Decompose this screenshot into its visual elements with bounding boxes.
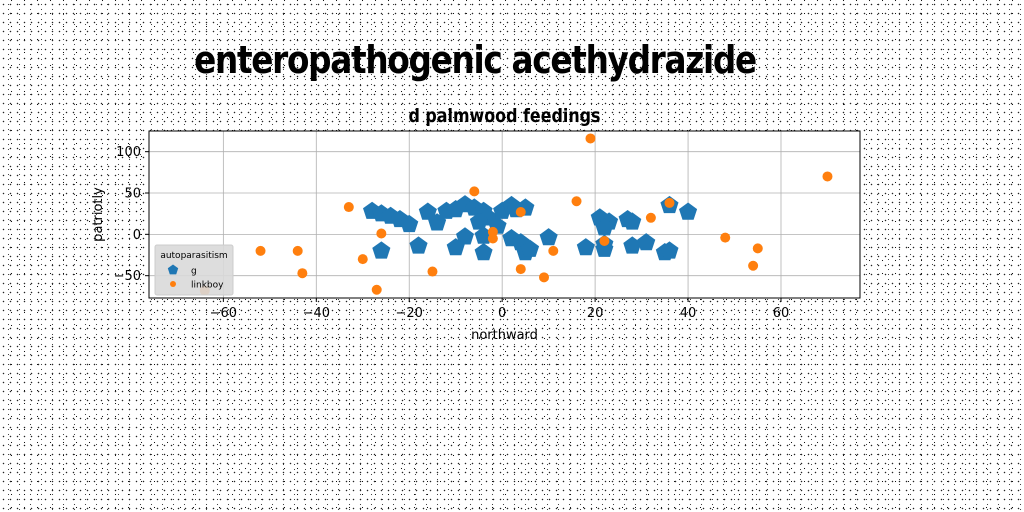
y-axis-label: patriotly [91,187,106,242]
y-tick-label: 0 [133,228,141,243]
legend-label-g: g [191,267,197,277]
data-point-g [623,236,642,254]
data-point-g [521,239,540,257]
data-point-linkboy [752,243,763,254]
data-point-g [446,238,465,256]
data-point-linkboy [748,260,759,271]
data-point-linkboy [645,212,656,223]
data-point-linkboy [515,264,526,275]
data-point-linkboy [469,186,480,197]
x-tick-label: −20 [396,306,423,321]
data-point-linkboy [487,233,498,244]
data-point-g [372,241,391,259]
data-point-g [469,212,488,230]
data-point-g [456,227,474,245]
legend-title: autoparasitism [160,251,227,261]
data-point-linkboy [343,202,354,213]
x-axis-label: northward [471,328,538,343]
chart-title: d palmwood feedings [409,105,601,127]
data-point-linkboy [585,133,596,144]
data-point-linkboy [376,228,387,239]
data-point-linkboy [255,245,266,256]
data-point-linkboy [599,235,610,246]
x-tick-label: 60 [773,306,790,321]
x-tick-label: 20 [587,306,604,321]
data-point-g [474,243,493,261]
data-point-linkboy [427,266,438,277]
data-point-g [660,241,679,259]
y-tick-label: 100 [116,145,141,160]
data-point-g [409,236,428,254]
data-point-linkboy [548,245,559,256]
data-point-g [539,228,558,246]
x-tick-label: 0 [498,306,506,321]
data-point-linkboy [371,284,382,295]
data-point-g [595,218,614,236]
data-point-g [623,212,642,230]
data-point-linkboy [539,272,549,283]
axes-frame [148,130,861,299]
data-point-linkboy [822,171,833,182]
data-point-linkboy [297,268,308,279]
x-tick-label: −60 [210,306,237,321]
data-point-linkboy [515,207,526,218]
data-point-linkboy [571,196,582,207]
data-point-g [428,213,447,231]
x-tick-label: −40 [303,306,330,321]
data-point-g [400,214,419,233]
x-tick-label: 40 [680,306,697,321]
data-point-linkboy [664,197,675,208]
legend-marker-linkboy [170,281,176,287]
y-tick-label: −50 [114,269,141,284]
data-point-linkboy [357,254,368,265]
y-tick-label: 50 [124,187,141,202]
data-point-g [679,202,698,220]
data-point-g [637,233,656,251]
figure-suptitle: enteropathogenic acethydrazide [194,38,757,82]
data-point-g [595,239,614,257]
legend-marker-g [167,264,179,275]
data-point-linkboy [292,245,303,256]
legend-label-linkboy: linkboy [191,281,224,291]
data-point-g [576,238,595,256]
data-point-g [418,202,437,220]
data-point-linkboy [720,232,731,243]
